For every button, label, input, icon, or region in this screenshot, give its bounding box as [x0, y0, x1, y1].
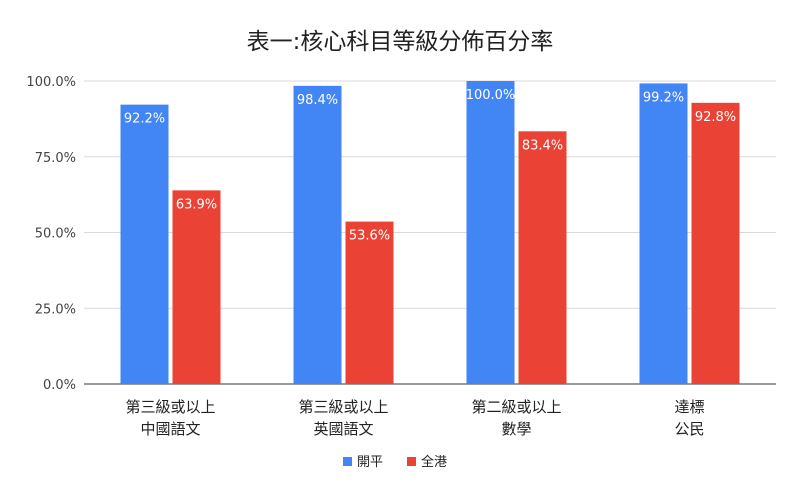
legend-swatch — [343, 457, 352, 466]
x-tick-label: 第三級或以上 — [298, 398, 388, 416]
y-axis-ticks: 0.0% 25.0% 50.0% 75.0% 100.0% — [26, 75, 76, 393]
bar — [518, 131, 567, 384]
legend: 開平 全港 — [343, 454, 447, 470]
x-tick-label: 英國語文 — [313, 420, 373, 438]
data-label: 83.4% — [522, 138, 563, 153]
bar — [639, 83, 688, 384]
bars — [120, 81, 740, 385]
bar — [345, 221, 394, 384]
y-tick-label: 0.0% — [43, 378, 76, 393]
legend-label: 開平 — [357, 455, 383, 470]
x-tick-label: 達標 — [674, 398, 704, 416]
bar — [172, 190, 221, 384]
data-labels: 92.2% 98.4% 100.0% 99.2% 63.9% 53.6% 83.4% 92.8… — [124, 88, 736, 244]
bar — [691, 102, 740, 384]
chart-title: 表一:核心科目等級分佈百分率 — [247, 29, 554, 55]
x-tick-label: 公民 — [674, 420, 704, 438]
data-label: 53.6% — [349, 229, 390, 244]
x-tick-label: 第三級或以上 — [125, 398, 215, 416]
data-label: 98.4% — [297, 93, 338, 108]
data-label: 99.2% — [643, 90, 684, 105]
data-label: 100.0% — [466, 88, 516, 103]
x-tick-label: 第二級或以上 — [471, 398, 561, 416]
x-tick-label: 中國語文 — [140, 420, 200, 438]
bar — [120, 104, 169, 384]
y-tick-label: 75.0% — [35, 151, 76, 166]
data-label: 63.9% — [176, 197, 217, 212]
y-tick-label: 100.0% — [26, 75, 76, 90]
data-label: 92.2% — [124, 112, 165, 127]
x-tick-label: 數學 — [501, 420, 531, 438]
legend-label: 全港 — [421, 454, 447, 470]
y-tick-label: 25.0% — [35, 302, 76, 317]
legend-swatch — [407, 457, 416, 466]
bar — [293, 85, 342, 385]
bar — [466, 81, 515, 384]
y-tick-label: 50.0% — [35, 227, 76, 242]
data-label: 92.8% — [695, 110, 736, 125]
